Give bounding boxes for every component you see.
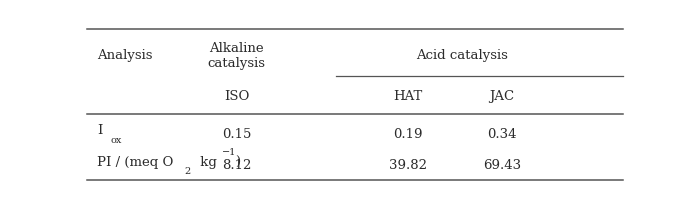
Text: JAC: JAC [489,90,515,103]
Text: PI / (meq O: PI / (meq O [97,156,174,169]
Text: 69.43: 69.43 [483,159,521,172]
Text: 0.19: 0.19 [394,128,423,141]
Text: Alkaline
catalysis: Alkaline catalysis [208,42,266,70]
Text: 0.34: 0.34 [487,128,517,141]
Text: ISO: ISO [224,90,249,103]
Text: HAT: HAT [394,90,423,103]
Text: Acid catalysis: Acid catalysis [416,49,508,62]
Text: 39.82: 39.82 [390,159,427,172]
Text: kg: kg [197,156,217,169]
Text: 8.12: 8.12 [222,159,251,172]
Text: Analysis: Analysis [97,49,153,62]
Text: I: I [97,124,102,137]
Text: 2: 2 [185,167,191,176]
Text: −1: −1 [222,148,237,157]
Text: ): ) [235,156,241,169]
Text: ox: ox [111,136,122,145]
Text: 0.15: 0.15 [222,128,251,141]
